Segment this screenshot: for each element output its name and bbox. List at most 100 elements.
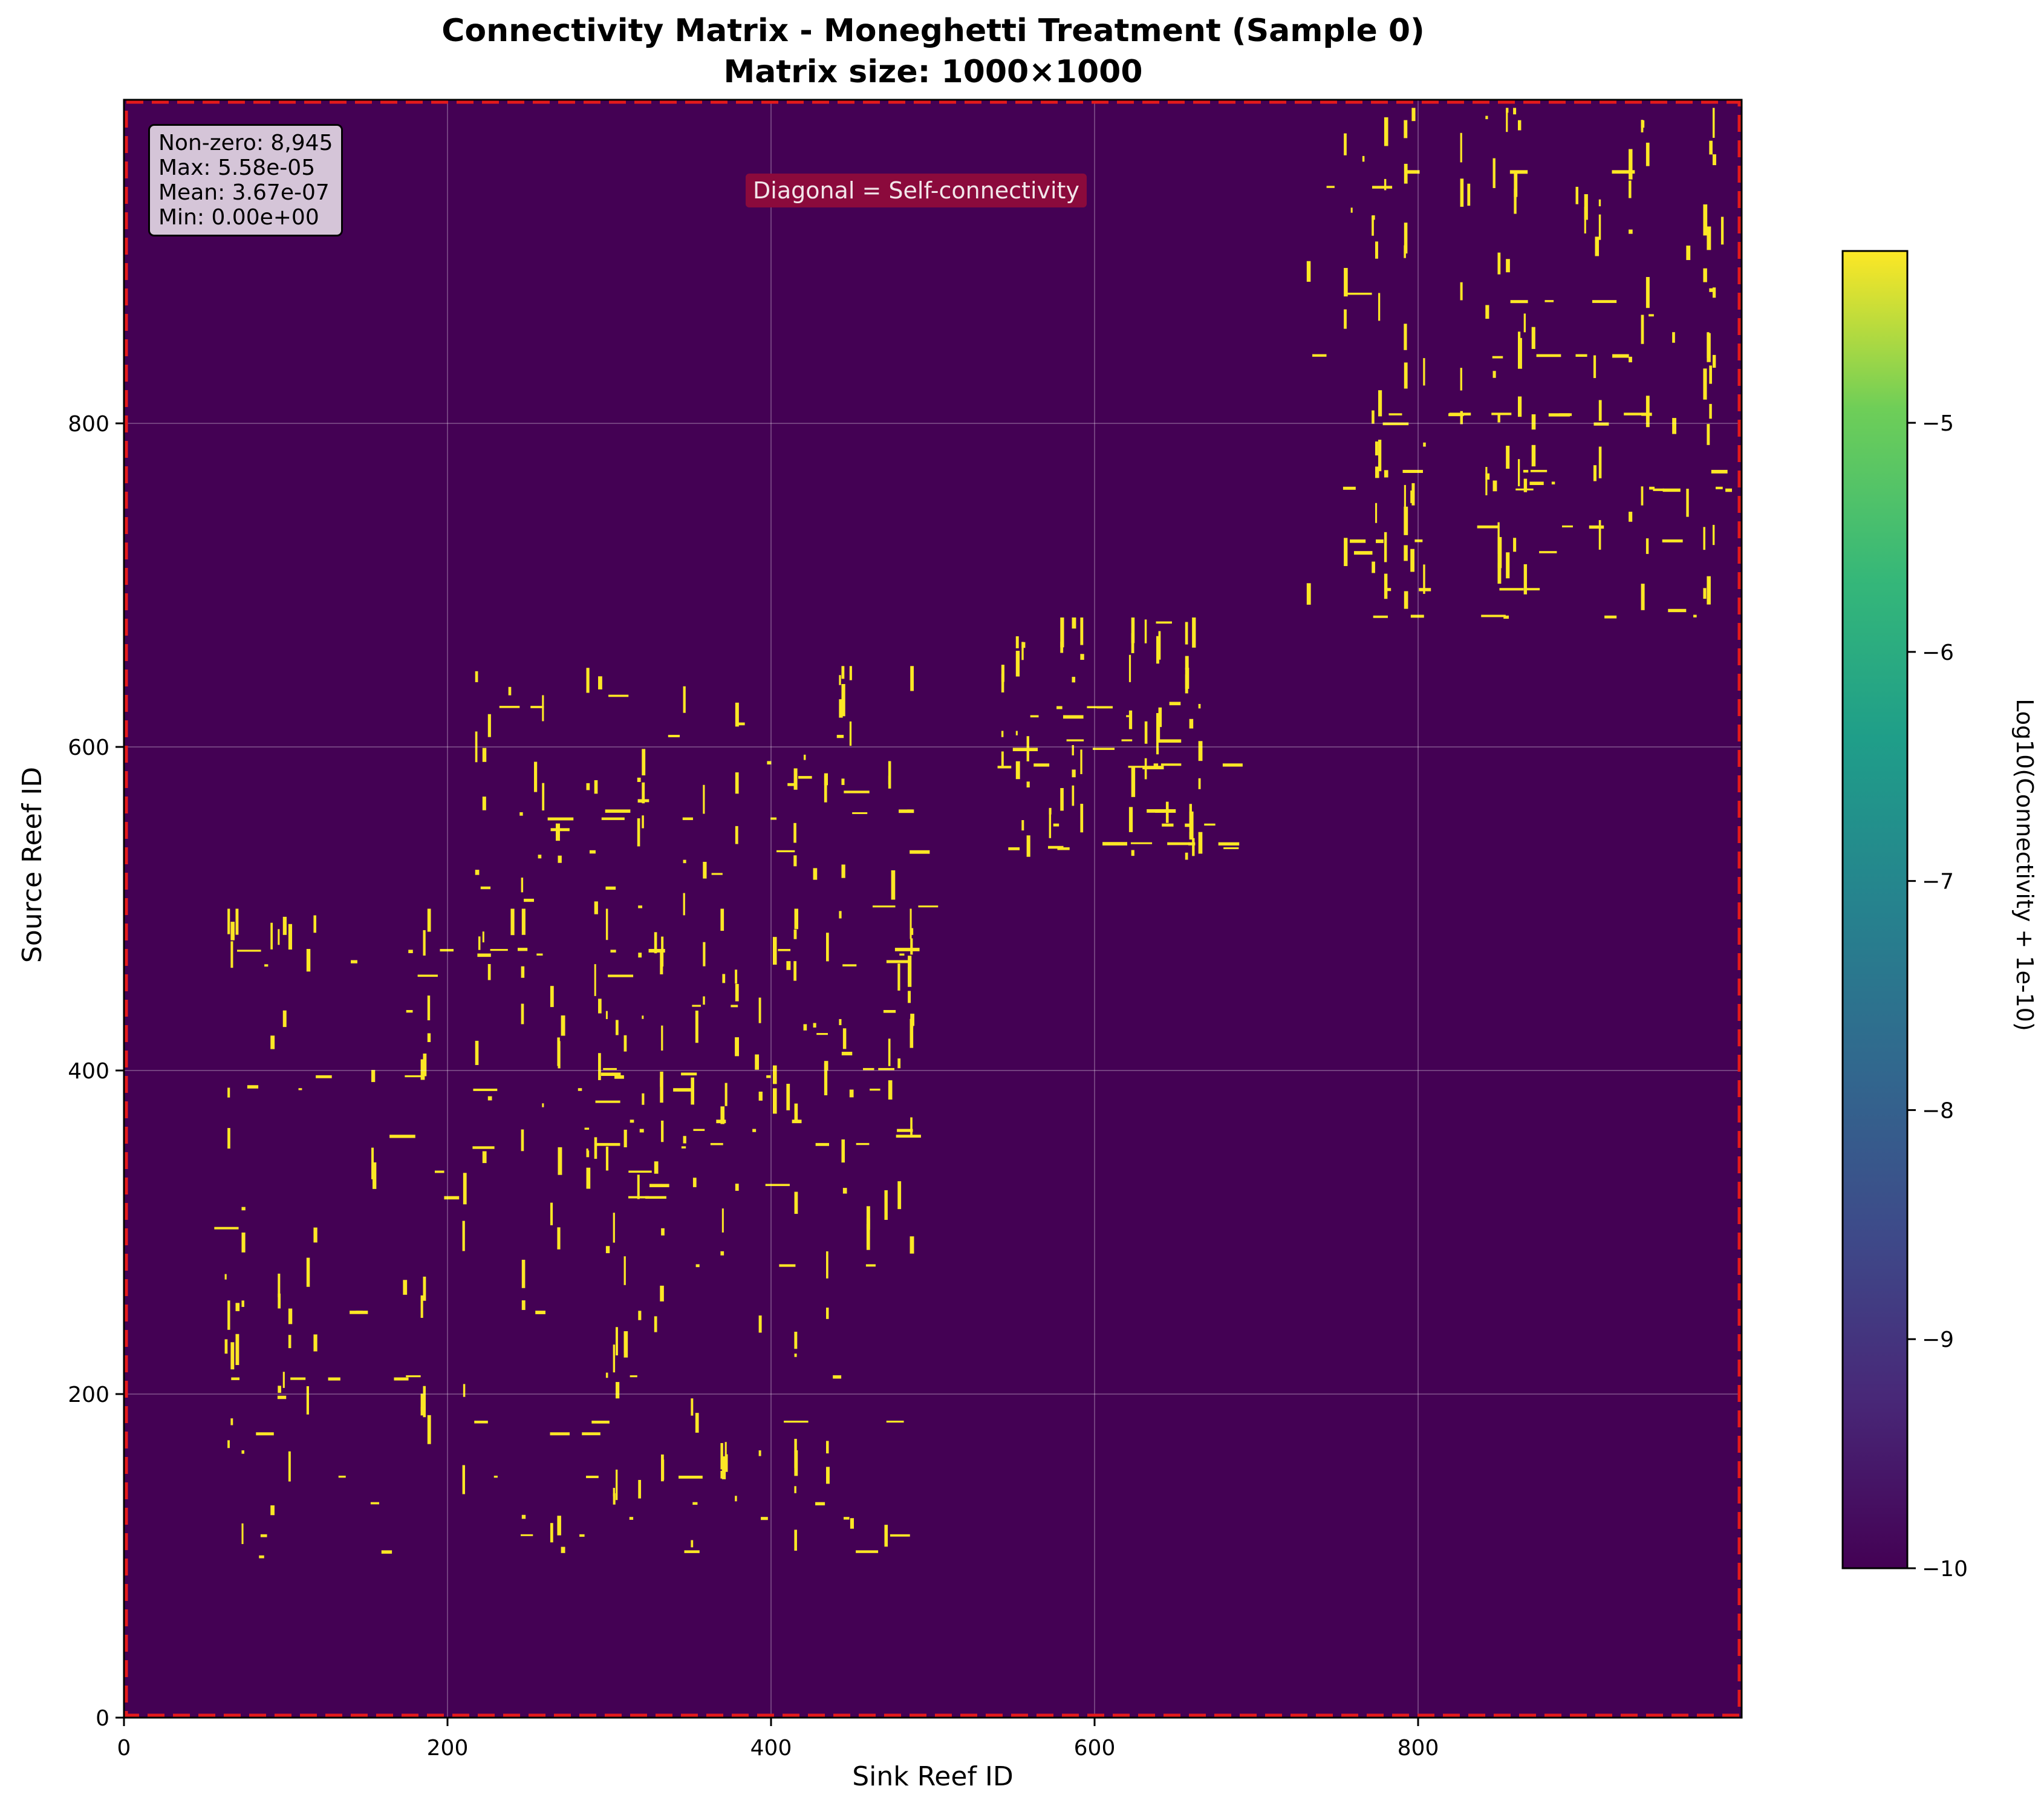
heatmap-cell	[235, 908, 239, 935]
heatmap-cell	[1423, 564, 1425, 594]
heatmap-cell	[613, 1493, 616, 1505]
colorbar-tick-label: −6	[1922, 640, 1954, 665]
heatmap-cell	[1645, 142, 1650, 166]
heatmap-cell	[278, 1273, 281, 1297]
heatmap-cell	[839, 675, 841, 685]
heatmap-cell	[381, 1550, 392, 1554]
heatmap-cell	[899, 809, 914, 813]
heatmap-cell	[639, 1129, 644, 1133]
heatmap-cell	[886, 1420, 904, 1423]
heatmap-cell	[761, 1517, 768, 1520]
heatmap-cell	[270, 922, 273, 950]
heatmap-cell	[642, 1093, 645, 1105]
heatmap-cell	[499, 706, 520, 708]
heatmap-cell	[1598, 199, 1601, 207]
heatmap-cell	[1703, 527, 1705, 550]
heatmap-block-4	[1306, 108, 1733, 619]
heatmap-cell	[605, 1011, 608, 1020]
heatmap-cell	[1384, 532, 1387, 562]
heatmap-cell	[724, 1454, 728, 1472]
heatmap-cell	[1584, 207, 1586, 234]
heatmap-cell	[463, 1384, 466, 1397]
heatmap-cell	[693, 1129, 705, 1131]
heatmap-cell	[547, 817, 574, 821]
heatmap-cell	[1595, 236, 1600, 256]
heatmap-cell	[214, 1227, 239, 1230]
heatmap-cell	[475, 731, 478, 763]
heatmap-cell	[833, 1375, 842, 1379]
heatmap-cell	[493, 1475, 498, 1478]
heatmap-cell	[1167, 842, 1190, 846]
heatmap-cell	[586, 1150, 590, 1158]
heatmap-cell	[1598, 400, 1602, 421]
heatmap-cell	[1598, 446, 1602, 478]
heatmap-cell	[423, 1053, 427, 1077]
heatmap-cell	[1467, 183, 1471, 206]
heatmap-cell	[578, 1088, 582, 1091]
heatmap-cell	[637, 818, 640, 847]
heatmap-cell	[660, 1071, 663, 1103]
heatmap-cell	[661, 1025, 663, 1051]
heatmap-cell	[427, 1033, 431, 1043]
heatmap-cell	[288, 1451, 291, 1482]
heatmap-cell	[1080, 804, 1084, 833]
heatmap-cell	[691, 1398, 694, 1416]
heatmap-cell	[1593, 355, 1596, 379]
heatmap-cell	[1503, 615, 1509, 619]
heatmap-cell	[373, 1162, 377, 1189]
heatmap-cell	[841, 683, 845, 717]
heatmap-cell	[1712, 354, 1716, 368]
heatmap-cell	[1513, 108, 1517, 115]
heatmap-cell	[897, 1129, 913, 1132]
colorbar-tick-label: −5	[1922, 411, 1954, 436]
heatmap-cell	[629, 1517, 634, 1520]
heatmap-cell	[1156, 739, 1182, 743]
heatmap-cell	[1012, 748, 1038, 752]
heatmap-cell	[1460, 368, 1462, 391]
heatmap-cell	[1033, 763, 1050, 767]
heatmap-cell	[1080, 749, 1082, 774]
heatmap-cell	[1709, 288, 1714, 292]
heatmap-cell	[1624, 412, 1649, 415]
heatmap-cell	[1629, 180, 1632, 198]
diagonal-guide	[125, 100, 1741, 1717]
heatmap-cell	[1072, 745, 1074, 756]
heatmap-cell	[1593, 422, 1609, 426]
heatmap-cell	[1531, 445, 1536, 467]
heatmap-cell	[1344, 309, 1347, 329]
heatmap-cell	[1131, 617, 1135, 644]
heatmap-cell	[668, 735, 680, 737]
heatmap-cell	[1072, 769, 1076, 778]
stats-nonzero: Non-zero: 8,945	[158, 131, 333, 155]
heatmap-cell	[1384, 573, 1388, 599]
heatmap-cell	[884, 1190, 888, 1220]
heatmap-cell	[679, 1475, 703, 1479]
heatmap-cell	[776, 850, 795, 853]
heatmap-cell	[601, 1072, 621, 1076]
heatmap-cell	[1375, 241, 1378, 259]
heatmap-cell	[482, 797, 486, 810]
heatmap-cell	[695, 1010, 698, 1043]
heatmap-cell	[1641, 486, 1644, 506]
heatmap-cell	[1410, 614, 1424, 618]
heatmap-cell	[1063, 715, 1084, 719]
heatmap-cell	[770, 817, 777, 820]
heatmap-cell	[1414, 539, 1423, 543]
heatmap-cell	[1404, 163, 1408, 184]
heatmap-cell	[1410, 549, 1414, 572]
heatmap-cell	[784, 1420, 809, 1423]
heatmap-cell	[779, 1264, 796, 1267]
heatmap-cell	[1378, 440, 1382, 472]
heatmap-cell	[270, 1035, 275, 1049]
heatmap-cell	[1491, 412, 1512, 415]
heatmap-cell	[1384, 117, 1388, 146]
heatmap-cell	[844, 1517, 850, 1520]
heatmap-cell	[394, 1377, 409, 1381]
heatmap-cell	[608, 974, 634, 977]
heatmap-cell	[487, 1096, 492, 1101]
heatmap-cell	[654, 1316, 657, 1332]
heatmap-cell	[1707, 424, 1710, 445]
heatmap-cell	[1306, 583, 1311, 605]
heatmap-cell	[813, 868, 818, 880]
heatmap-cell	[638, 1479, 642, 1499]
